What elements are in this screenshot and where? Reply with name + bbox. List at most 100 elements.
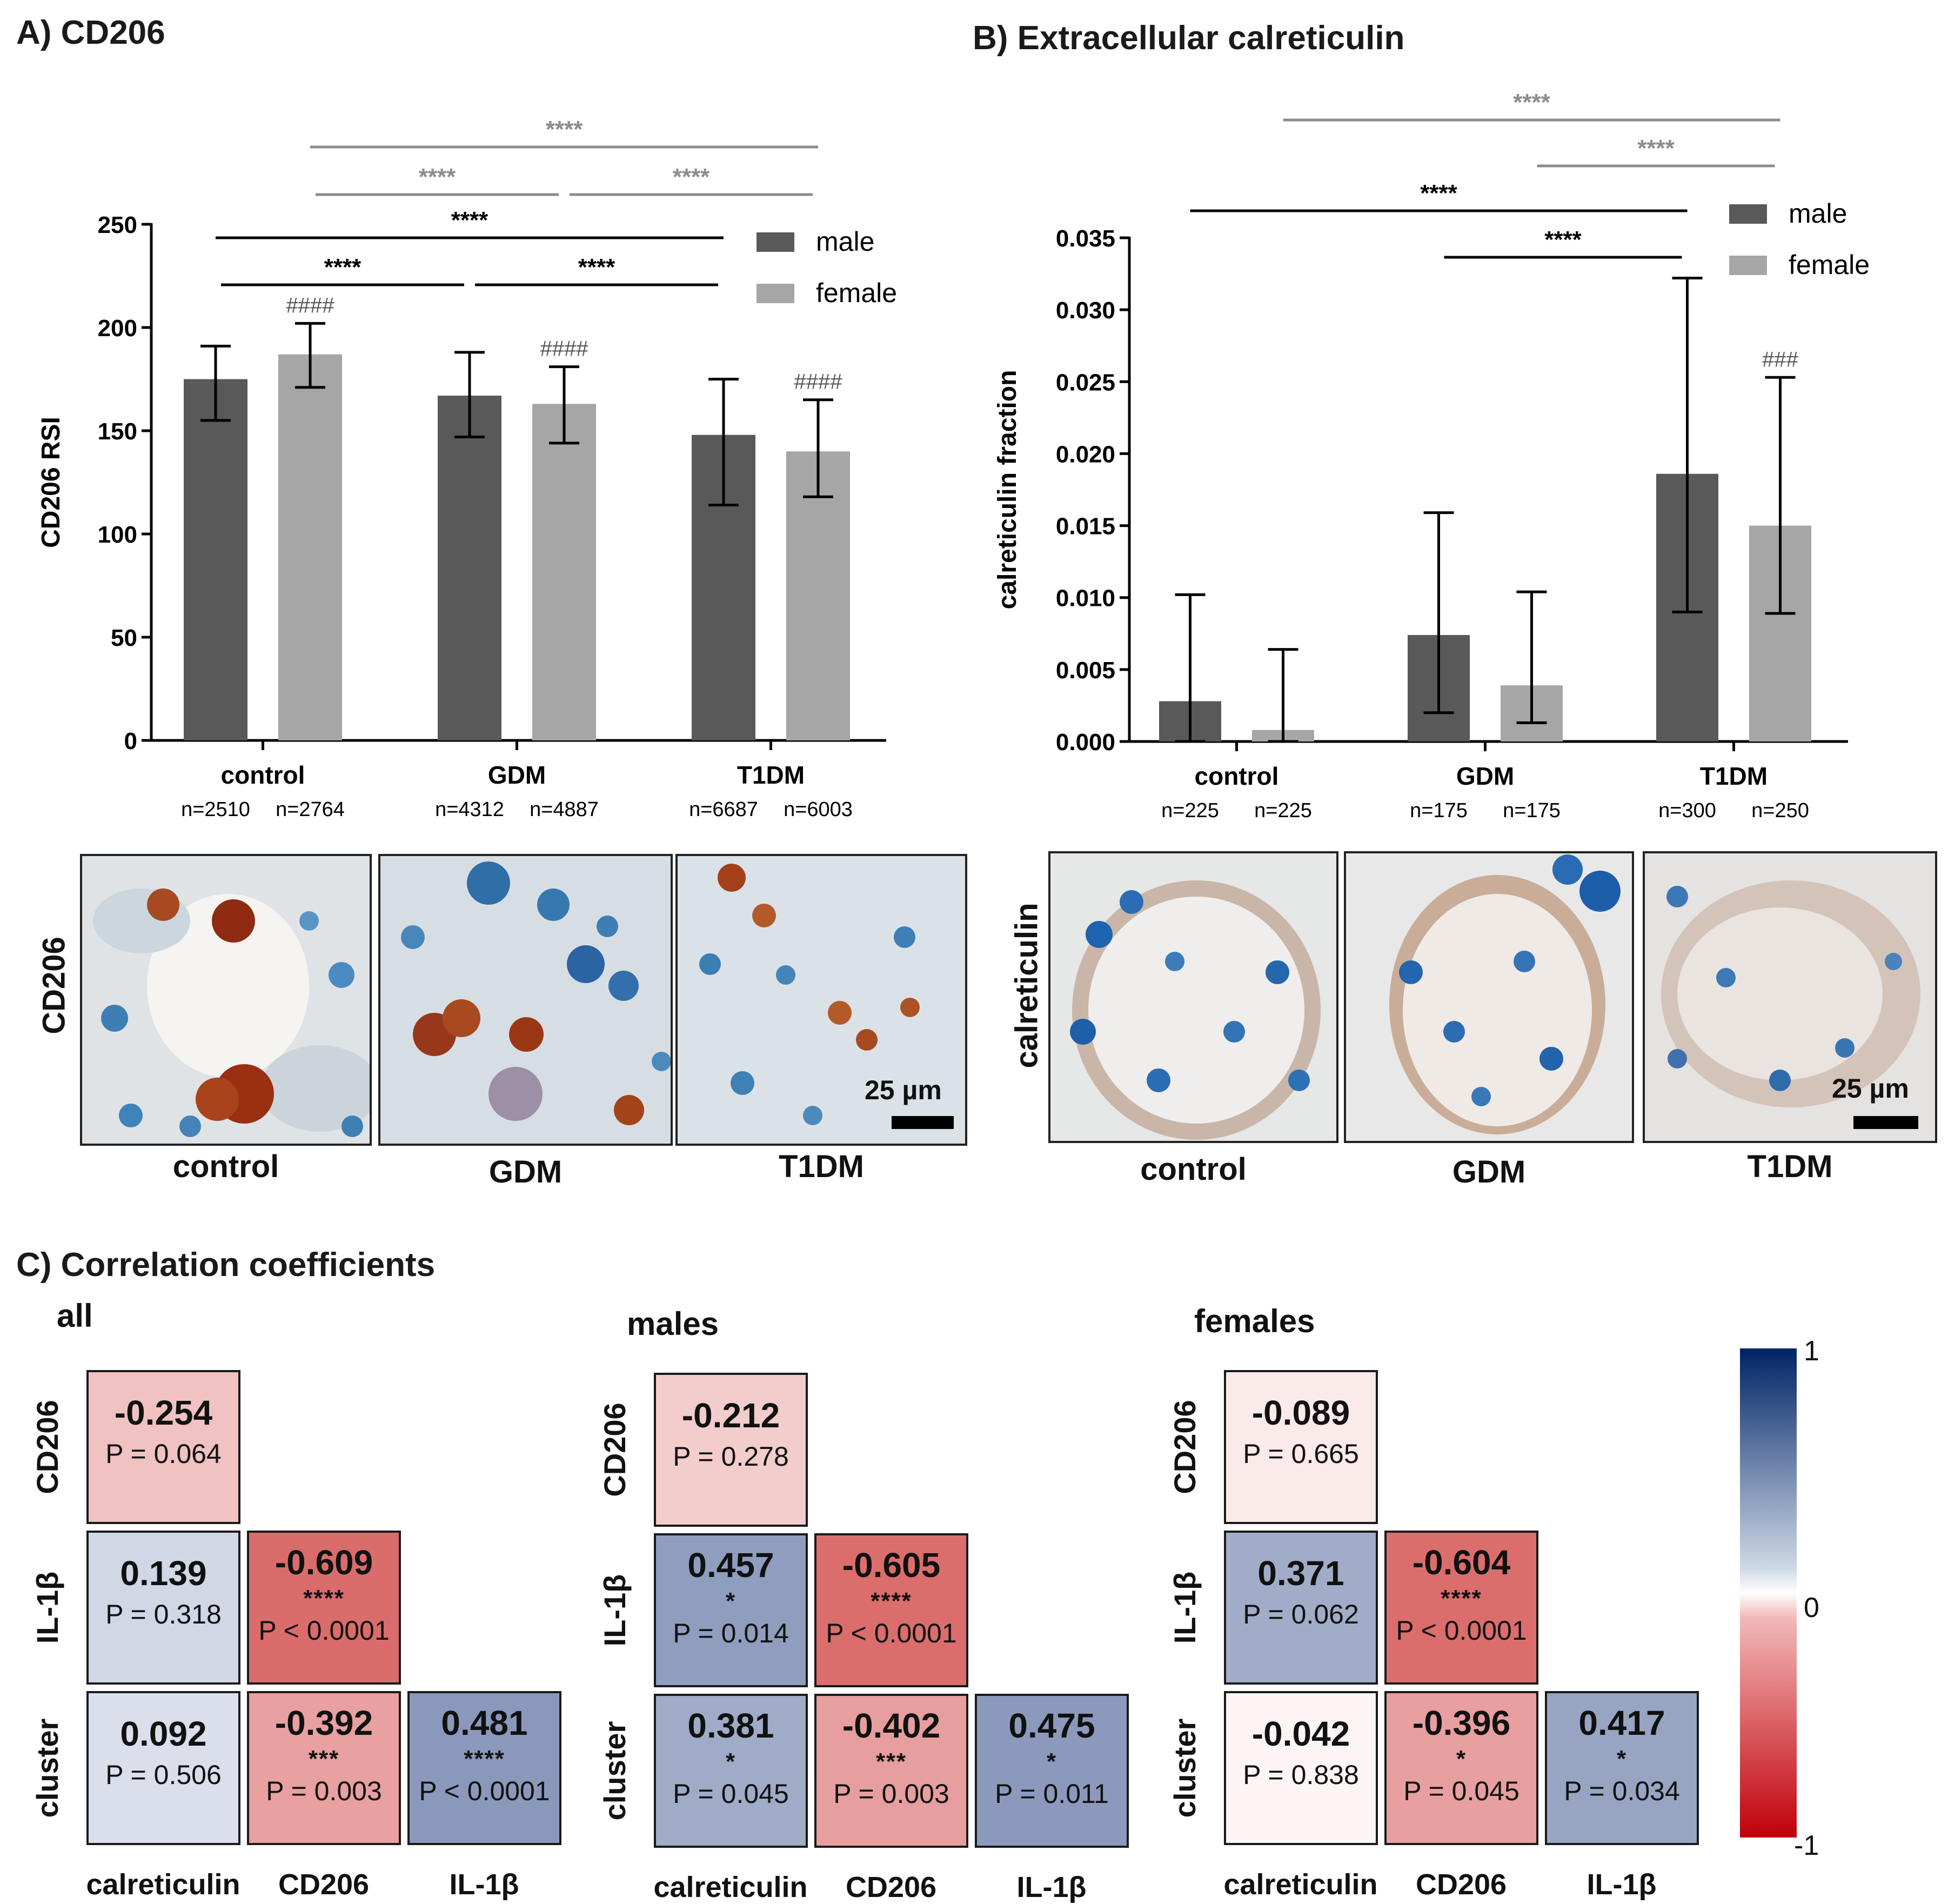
correlation-r: -0.254: [114, 1393, 213, 1432]
matrix-col-label: calreticulin: [86, 1868, 240, 1901]
legend-label-male: male: [1789, 198, 1847, 229]
x-tick-label: GDM: [488, 761, 546, 789]
panel-b-scale-bar: [1853, 1116, 1918, 1129]
correlation-p: P = 0.014: [673, 1618, 789, 1648]
matrix-subtitle-females: females: [1194, 1303, 1315, 1339]
correlation-r: 0.139: [120, 1554, 207, 1593]
y-tick-label: 0.035: [1056, 225, 1115, 252]
n-label: n=4887: [530, 798, 599, 821]
matrix-row-label: IL-1β: [30, 1571, 64, 1644]
n-label: n=2764: [276, 798, 345, 821]
correlation-r: -0.609: [275, 1543, 373, 1582]
panel-a-title: A) CD206: [16, 14, 165, 51]
correlation-r: -0.604: [1412, 1543, 1511, 1582]
matrix-col-label: CD206: [845, 1871, 937, 1903]
matrix-subtitle-all: all: [57, 1298, 93, 1334]
n-label: n=2510: [181, 798, 250, 821]
significance-stars: ****: [1420, 180, 1457, 206]
hash-mark: ####: [286, 293, 335, 317]
correlation-cell: 0.381 * P = 0.045: [654, 1694, 808, 1848]
x-tick-label: control: [1195, 762, 1279, 790]
hash-mark: ####: [794, 370, 843, 394]
panel-a-images-side-label: CD206: [36, 937, 72, 1034]
correlation-cell: -0.212 P = 0.278: [654, 1373, 808, 1527]
x-tick-label: T1DM: [1700, 762, 1768, 790]
y-axis-label: calreticulin fraction: [993, 370, 1022, 610]
matrix-row-label: CD206: [1168, 1400, 1202, 1494]
correlation-cell: -0.042 P = 0.838: [1224, 1691, 1378, 1845]
correlation-p: P = 0.838: [1243, 1760, 1359, 1790]
y-tick-label: 150: [98, 418, 137, 445]
y-tick-label: 0.010: [1056, 585, 1115, 612]
matrix-row-label: cluster: [598, 1721, 632, 1821]
y-tick-label: 0.020: [1056, 441, 1115, 467]
correlation-p: P = 0.064: [105, 1439, 222, 1469]
significance-stars: ****: [673, 164, 710, 190]
chart-b: 0.000 0.005 0.010 0.015 0.020 0.025 0.030 0.035…: [993, 89, 1870, 822]
y-tick-label: 200: [98, 315, 137, 342]
significance-stars: ****: [324, 254, 362, 280]
bar-male: [184, 379, 247, 740]
y-tick-label: 0.030: [1056, 297, 1115, 324]
correlation-cell: 0.139 P = 0.318: [86, 1531, 240, 1685]
x-tick-label: GDM: [1456, 762, 1514, 790]
calreticulin-image-gdm: [1344, 851, 1634, 1143]
correlation-r: -0.212: [681, 1396, 780, 1435]
colorbar-min-label: -1: [1794, 1830, 1819, 1861]
colorbar-max-label: 1: [1804, 1335, 1819, 1367]
y-tick-label: 0.000: [1056, 729, 1115, 756]
correlation-stars: ***: [308, 1746, 340, 1772]
correlation-r: -0.392: [275, 1703, 373, 1742]
correlation-stars: *: [725, 1748, 737, 1775]
correlation-stars: *: [1616, 1746, 1628, 1772]
n-label: n=6003: [784, 798, 853, 821]
correlation-r: -0.396: [1412, 1703, 1511, 1742]
correlation-cell: 0.481 **** P < 0.0001: [407, 1691, 561, 1845]
correlation-r: -0.089: [1251, 1393, 1350, 1432]
n-label: n=6687: [689, 798, 758, 821]
legend-swatch-female: [1729, 256, 1767, 275]
correlation-stars: ****: [1441, 1585, 1482, 1612]
correlation-r: -0.042: [1251, 1714, 1350, 1753]
n-label: n=250: [1751, 799, 1809, 822]
matrix-col-label: IL-1β: [1586, 1868, 1657, 1901]
n-label: n=175: [1503, 799, 1561, 822]
n-label: n=225: [1161, 799, 1219, 822]
y-tick-label: 0.025: [1056, 369, 1115, 396]
correlation-p: P = 0.034: [1564, 1776, 1680, 1806]
correlation-p: P = 0.003: [833, 1779, 949, 1809]
bar-female: [278, 354, 342, 740]
correlation-p: P = 0.506: [105, 1760, 222, 1790]
matrix-row-label: IL-1β: [598, 1574, 632, 1647]
correlation-p: P = 0.011: [995, 1779, 1109, 1809]
correlation-cell: 0.475 * P = 0.011: [975, 1694, 1129, 1848]
correlation-p: P < 0.0001: [1396, 1615, 1527, 1646]
matrix-col-label: calreticulin: [653, 1871, 808, 1903]
hash-mark: ####: [540, 337, 589, 361]
correlation-p: P = 0.045: [1403, 1776, 1519, 1806]
correlation-r: 0.475: [1008, 1706, 1095, 1745]
calreticulin-image-t1dm: [1643, 851, 1937, 1143]
panel-b-scale-label: 25 µm: [1832, 1073, 1909, 1104]
y-tick-label: 50: [111, 625, 137, 651]
matrix-col-label: IL-1β: [1016, 1871, 1087, 1903]
correlation-stars: *: [1046, 1748, 1057, 1775]
correlation-stars: ***: [875, 1748, 907, 1775]
panel-c-title: C) Correlation coefficients: [16, 1246, 436, 1284]
significance-stars: ****: [451, 207, 488, 233]
correlation-p: P < 0.0001: [826, 1618, 957, 1648]
panel-b-image-label-control: control: [1140, 1152, 1247, 1187]
chart-a: 0 50 100 150 200 250 CD206 RSI control GDM T1DM n=…: [37, 116, 897, 821]
correlation-cell: -0.396 * P = 0.045: [1384, 1691, 1538, 1845]
correlation-cell: -0.605 **** P < 0.0001: [814, 1533, 968, 1687]
correlation-cell: 0.092 P = 0.506: [86, 1691, 240, 1845]
y-tick-label: 250: [98, 212, 137, 238]
legend-swatch-female: [757, 284, 794, 303]
panel-b-images-side-label: calreticulin: [1009, 903, 1045, 1068]
cd206-image-gdm: [378, 854, 673, 1146]
y-axis-label: CD206 RSI: [37, 417, 65, 548]
correlation-r: 0.381: [687, 1706, 774, 1745]
n-label: n=175: [1410, 799, 1468, 822]
colorbar: [1740, 1348, 1797, 1838]
y-tick-label: 100: [98, 522, 137, 548]
